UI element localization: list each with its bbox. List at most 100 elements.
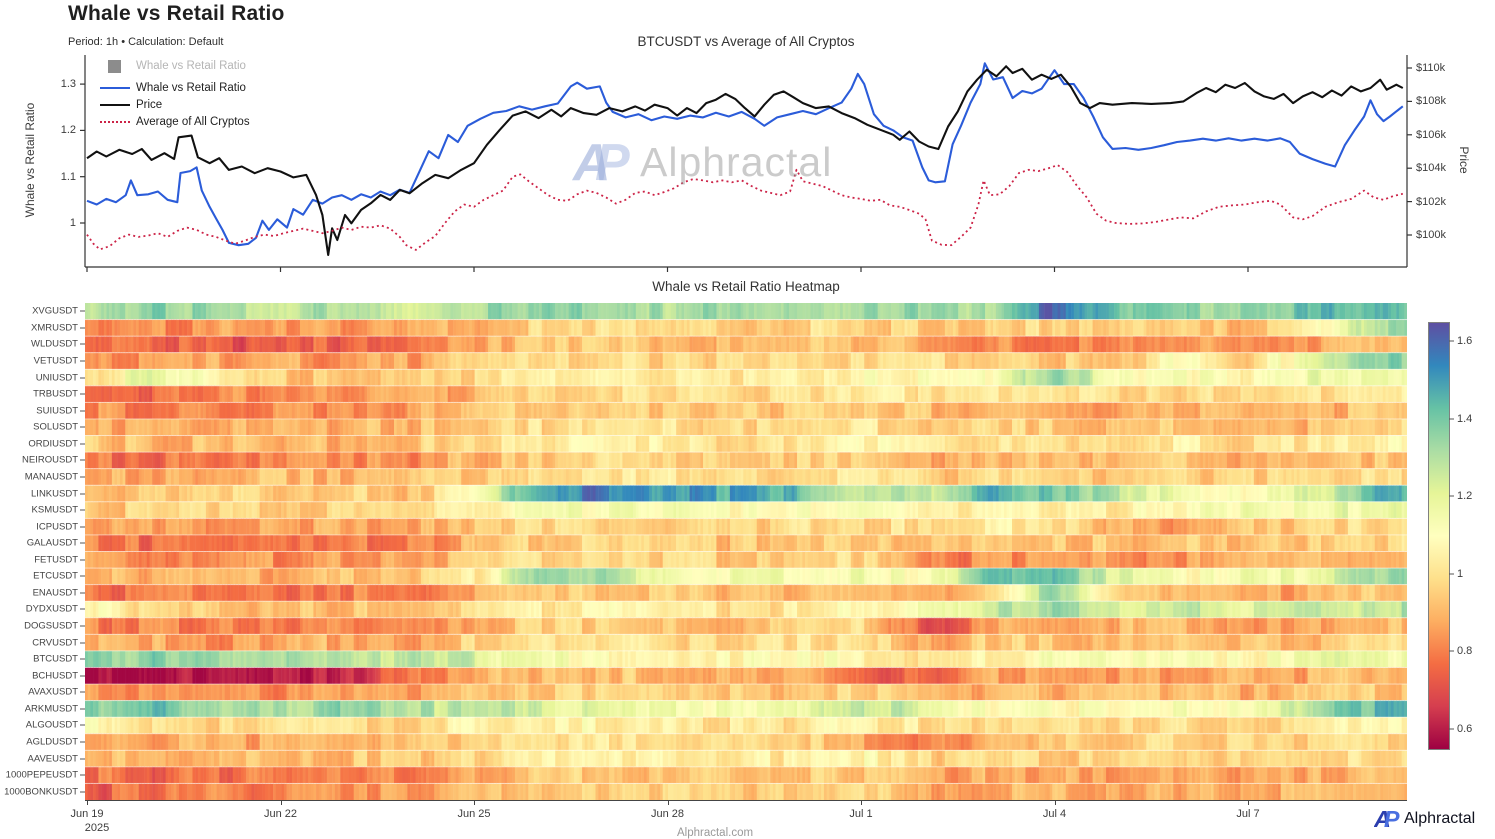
y-left-tick: 1.1 <box>60 170 76 183</box>
heatmap-row-label-suiusdt: SUIUSDT <box>36 405 78 417</box>
row-tick-mark <box>80 509 85 511</box>
colorbar-tick-mark <box>1449 495 1454 497</box>
row-tick-mark <box>80 542 85 544</box>
row-tick-mark <box>80 360 85 362</box>
legend-item-2[interactable]: Price <box>100 98 162 112</box>
line-chart-plot[interactable] <box>0 0 1495 300</box>
row-tick-mark <box>80 708 85 710</box>
x-tick-label: Jun 25 <box>457 808 491 820</box>
x-tick-mark <box>87 800 88 805</box>
colorbar <box>1428 322 1450 750</box>
row-tick-mark <box>80 608 85 610</box>
row-tick-mark <box>80 443 85 445</box>
x-tick-label: Jun 22 <box>263 808 298 820</box>
x-tick-label: Jul 4 <box>1042 808 1067 820</box>
heatmap-row-label-1000pepeusdt: 1000PEPEUSDT <box>5 769 78 781</box>
legend-item-3[interactable]: Average of All Cryptos <box>100 115 250 129</box>
x-tick-label: Jul 7 <box>1236 808 1260 820</box>
legend-swatch <box>100 104 130 106</box>
heatmap-row-label-dydxusdt: DYDXUSDT <box>25 603 78 615</box>
row-tick-mark <box>80 426 85 428</box>
x-tick-mark <box>861 800 862 805</box>
row-tick-mark <box>80 625 85 627</box>
legend-label: Whale vs Retail Ratio <box>136 60 246 72</box>
legend-item-0[interactable]: Whale vs Retail Ratio <box>100 59 246 73</box>
heatmap-row-label-xvgusdt: XVGUSDT <box>32 305 78 317</box>
heatmap-row-label-ksmusdt: KSMUSDT <box>31 504 78 516</box>
legend-swatch <box>100 87 130 89</box>
x-axis-year-label: 2025 <box>84 822 110 834</box>
y-left-tick: 1.3 <box>60 78 76 91</box>
series-average-of-all-cryptos <box>86 164 1404 251</box>
y-right-axis-label: Price <box>1457 146 1471 174</box>
legend-swatch <box>100 121 130 123</box>
heatmap-row-label-wldusdt: WLDUSDT <box>31 338 78 350</box>
x-tick-mark <box>667 800 669 805</box>
site-watermark-text: Alphractal.com <box>677 827 754 839</box>
alphractal-brand[interactable]: A P Alphractal <box>1374 806 1475 832</box>
page-title: Whale vs Retail Ratio <box>68 2 285 25</box>
legend-label: Average of All Cryptos <box>136 116 250 128</box>
heatmap-row-label-neirousdt: NEIROUSDT <box>22 454 78 466</box>
row-tick-mark <box>80 724 85 726</box>
row-tick-mark <box>80 410 85 412</box>
heatmap-row-label-galausdt: GALAUSDT <box>26 537 78 549</box>
heatmap-row-label-fetusdt: FETUSDT <box>34 554 78 566</box>
row-tick-mark <box>80 791 85 793</box>
row-tick-mark <box>80 493 85 495</box>
row-tick-mark <box>80 741 85 743</box>
legend-item-1[interactable]: Whale vs Retail Ratio <box>100 81 246 95</box>
colorbar-tick-label: 1.4 <box>1457 412 1473 425</box>
row-tick-mark <box>80 675 85 677</box>
heatmap-row-label-aaveusdt: AAVEUSDT <box>27 753 78 765</box>
colorbar-tick-label: 0.6 <box>1457 722 1473 735</box>
svg-text:P: P <box>1384 806 1400 832</box>
row-tick-mark <box>80 310 85 312</box>
legend-label: Price <box>136 99 163 111</box>
heatmap-row-label-arkmusdt: ARKMUSDT <box>24 703 78 715</box>
svg-text:A: A <box>1374 806 1391 832</box>
heatmap-row-label-vetusdt: VETUSDT <box>33 355 78 367</box>
colorbar-tick-mark <box>1449 728 1454 730</box>
heatmap-row-label-uniusdt: UNIUSDT <box>35 372 78 384</box>
colorbar-tick-label: 1.6 <box>1457 335 1473 348</box>
row-tick-mark <box>80 658 85 660</box>
row-tick-mark <box>80 343 85 345</box>
heatmap-row-label-1000bonkusdt: 1000BONKUSDT <box>4 786 78 798</box>
colorbar-tick-label: 0.8 <box>1457 645 1473 658</box>
heatmap-row-label-btcusdt: BTCUSDT <box>33 653 78 665</box>
legend-swatch <box>108 59 121 73</box>
row-tick-mark <box>80 327 85 329</box>
x-tick-mark <box>1248 800 1249 805</box>
alphractal-brand-icon: A P <box>1374 806 1400 832</box>
heatmap-row-label-manausdt: MANAUSDT <box>24 471 78 483</box>
colorbar-tick-label: 1.2 <box>1457 490 1473 503</box>
x-tick-mark <box>280 800 282 805</box>
heatmap-plot[interactable] <box>85 303 1407 800</box>
heatmap-row-label-linkusdt: LINKUSDT <box>31 488 78 500</box>
heatmap-row-label-solusdt: SOLUSDT <box>33 421 78 433</box>
y-right-tick: $102k <box>1416 195 1446 208</box>
heatmap-row-label-crvusdt: CRVUSDT <box>32 637 78 649</box>
series-price <box>86 65 1404 257</box>
y-right-tick: $106k <box>1416 128 1446 141</box>
row-tick-mark <box>80 642 85 644</box>
period-calculation-subtitle: Period: 1h • Calculation: Default <box>68 36 224 48</box>
row-tick-mark <box>80 377 85 379</box>
row-tick-mark <box>80 691 85 693</box>
x-tick-mark <box>1054 800 1056 805</box>
row-tick-mark <box>80 559 85 561</box>
heatmap-row-label-enausdt: ENAUSDT <box>32 587 78 599</box>
x-tick-label: Jun 19 <box>70 808 104 820</box>
heatmap-row-label-xmrusdt: XMRUSDT <box>31 322 78 334</box>
heatmap-row-label-etcusdt: ETCUSDT <box>33 570 78 582</box>
heatmap-row-label-bchusdt: BCHUSDT <box>32 670 78 682</box>
y-left-tick: 1.2 <box>60 124 76 137</box>
row-tick-mark <box>80 592 85 594</box>
colorbar-tick-mark <box>1449 573 1454 575</box>
colorbar-tick-mark <box>1449 418 1454 420</box>
heatmap-row-label-avaxusdt: AVAXUSDT <box>28 686 78 698</box>
series-whale-vs-retail-ratio <box>86 62 1404 247</box>
row-tick-mark <box>80 393 85 395</box>
colorbar-tick-mark <box>1449 650 1454 652</box>
